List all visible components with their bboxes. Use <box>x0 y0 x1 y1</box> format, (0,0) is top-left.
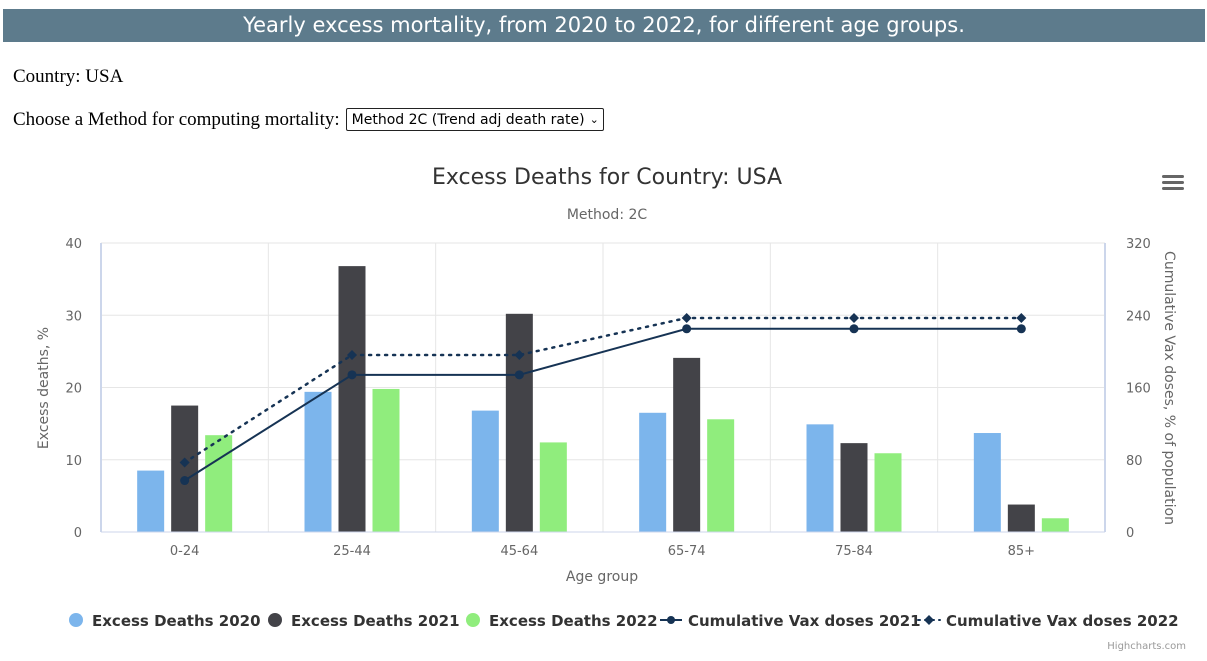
y-axis-title: Excess deaths, % <box>36 327 52 449</box>
bar-excess-deaths-2021 <box>505 313 533 532</box>
legend-marker <box>924 615 934 625</box>
method-select[interactable]: Method 2C (Trend adj death rate) ⌄ <box>345 108 604 131</box>
y-tick-label: 30 <box>65 309 82 324</box>
method-select-value: Method 2C (Trend adj death rate) <box>351 111 585 128</box>
legend-item[interactable]: Cumulative Vax doses 2021 <box>660 612 921 630</box>
bar-excess-deaths-2020 <box>137 470 165 532</box>
bar-excess-deaths-2021 <box>1007 504 1035 532</box>
legend-item[interactable]: Excess Deaths 2022 <box>466 612 658 630</box>
chart-subtitle: Method: 2C <box>567 207 648 223</box>
y-axis-right-title: Cumulative Vax doses, % of population <box>1161 251 1177 525</box>
y-right-tick-label: 160 <box>1126 382 1151 397</box>
line-point <box>681 312 692 323</box>
bar-excess-deaths-2020 <box>806 424 834 532</box>
bar-excess-deaths-2021 <box>171 405 199 532</box>
line-point <box>514 370 524 380</box>
credits-link[interactable]: Highcharts.com <box>1107 641 1186 652</box>
legend-marker <box>667 616 675 624</box>
line-point <box>347 370 357 380</box>
bar-excess-deaths-2022 <box>707 419 735 532</box>
bar-excess-deaths-2022 <box>1041 518 1069 532</box>
legend-label: Excess Deaths 2022 <box>489 612 658 630</box>
bar-excess-deaths-2021 <box>673 357 701 532</box>
bar-excess-deaths-2021 <box>338 266 366 532</box>
legend-label: Cumulative Vax doses 2021 <box>688 612 921 630</box>
bar-excess-deaths-2020 <box>639 412 667 532</box>
line-point <box>849 324 859 334</box>
bar-excess-deaths-2020 <box>471 410 499 532</box>
x-axis-title: Age group <box>566 569 638 585</box>
y-right-tick-label: 320 <box>1126 237 1151 252</box>
legend-item[interactable]: Excess Deaths 2021 <box>268 612 460 630</box>
x-tick-label: 0-24 <box>170 544 200 559</box>
excess-deaths-chart: 0 10 20 30 40 0 80 160 240 320 0-24 25-44 45-64 65-74… <box>36 165 1186 652</box>
line-point <box>514 349 525 360</box>
x-tick-label: 25-44 <box>333 544 371 559</box>
line-point <box>180 476 190 486</box>
legend-symbol <box>268 613 282 627</box>
y-tick-label: 10 <box>65 454 82 469</box>
y-tick-label: 20 <box>65 382 82 397</box>
chevron-down-icon: ⌄ <box>589 113 599 126</box>
line-point <box>347 349 357 360</box>
line-point <box>849 312 859 323</box>
bars-layer <box>137 266 1069 532</box>
y-right-tick-label: 240 <box>1126 309 1151 324</box>
legend-item[interactable]: Excess Deaths 2020 <box>69 612 261 630</box>
grid-layer <box>101 242 1105 533</box>
legend-symbol <box>69 613 83 627</box>
line-point <box>179 457 190 468</box>
legend-label: Cumulative Vax doses 2022 <box>946 612 1179 630</box>
x-tick-label: 75-84 <box>835 544 873 559</box>
country-label: Country: USA <box>13 66 124 87</box>
bar-excess-deaths-2021 <box>840 443 868 532</box>
legend-label: Excess Deaths 2020 <box>92 612 261 630</box>
bar-excess-deaths-2020 <box>973 433 1001 532</box>
x-tick-label: 85+ <box>1008 544 1035 559</box>
bar-excess-deaths-2022 <box>372 388 400 532</box>
y-right-tick-label: 80 <box>1126 454 1143 469</box>
bar-excess-deaths-2022 <box>539 442 567 532</box>
x-tick-label: 45-64 <box>500 544 538 559</box>
menu-icon[interactable] <box>1162 175 1184 190</box>
legend-item[interactable]: Cumulative Vax doses 2022 <box>917 612 1179 630</box>
legend: Excess Deaths 2020 Excess Deaths 2021 Exce… <box>69 612 1179 630</box>
lines-layer <box>179 312 1027 486</box>
x-tick-label: 65-74 <box>668 544 706 559</box>
line-point <box>682 324 692 334</box>
line-point <box>1016 324 1026 334</box>
legend-symbol <box>466 613 480 627</box>
legend-label: Excess Deaths 2021 <box>291 612 460 630</box>
bar-excess-deaths-2020 <box>304 391 332 532</box>
y-tick-label: 40 <box>65 237 82 252</box>
y-right-tick-label: 0 <box>1126 526 1134 541</box>
chart-title: Excess Deaths for Country: USA <box>432 165 782 190</box>
bar-excess-deaths-2022 <box>874 453 902 532</box>
method-label: Choose a Method for computing mortality: <box>13 108 340 130</box>
axes-layer: 0 10 20 30 40 0 80 160 240 320 0-24 25-44 45-64 65-74… <box>65 237 1150 559</box>
line-cumulative-vax-doses-2021 <box>184 327 1022 482</box>
y-tick-label: 0 <box>74 526 82 541</box>
line-point <box>1016 312 1027 323</box>
method-row: Choose a Method for computing mortality:… <box>13 108 604 131</box>
bar-excess-deaths-2022 <box>205 435 233 532</box>
page-banner: Yearly excess mortality, from 2020 to 20… <box>3 9 1205 42</box>
